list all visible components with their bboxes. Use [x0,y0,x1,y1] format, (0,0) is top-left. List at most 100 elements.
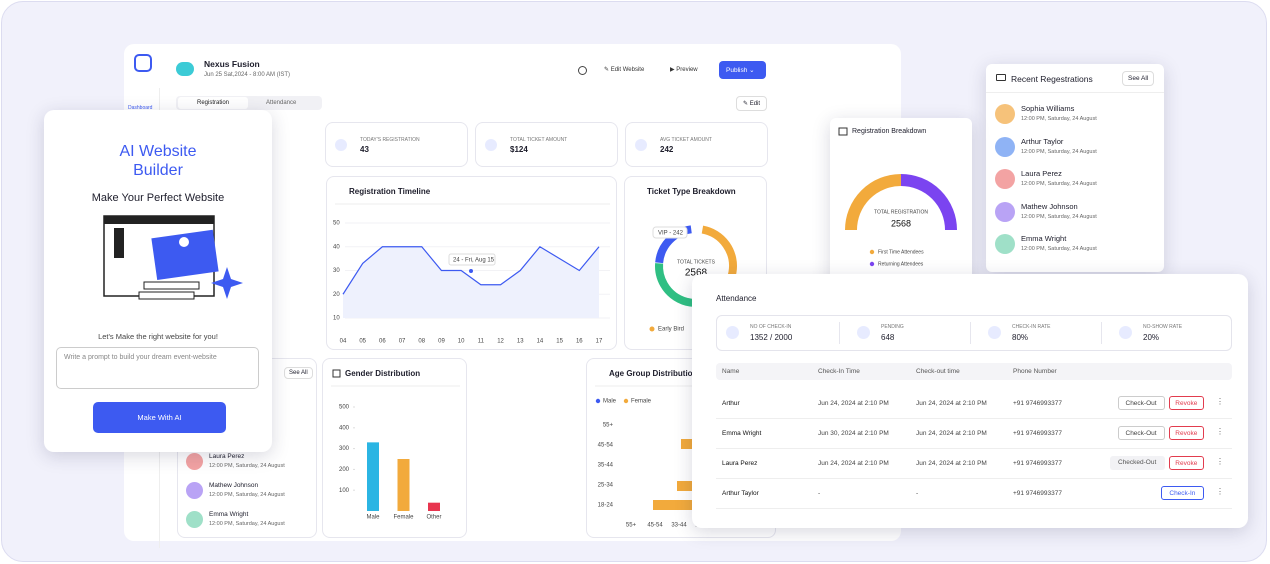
time: 12:00 PM, Saturday, 24 August [1021,213,1097,220]
stat-value: 648 [881,333,895,342]
ai-title: AI Website Builder [119,143,197,179]
event-name: Nexus Fusion [204,59,260,69]
make-button[interactable]: Make With AI [93,402,226,433]
callout [652,226,688,239]
action-button[interactable]: Revoke [1168,396,1204,410]
publish-button[interactable]: Publish ⌄ [719,61,766,79]
tab[interactable]: Attendance [266,100,297,106]
line [342,245,600,295]
cell: Arthur [722,400,740,407]
hover-point [469,269,473,273]
tab[interactable]: Registration [178,97,248,109]
name: Laura Perez [209,453,245,460]
legend-label: Female [631,399,652,405]
tooltip [448,253,496,266]
card-title: Attendance [716,294,757,303]
stat-icon [485,139,497,151]
stat-value: 242 [660,145,674,154]
stat-label: CHECK-IN RATE [1012,324,1051,330]
cell: +91 9746993377 [1013,460,1062,467]
see-all[interactable]: See All [284,367,313,379]
stat-value: 80% [1012,333,1029,342]
stat-label: PENDING [881,324,904,330]
bar [397,459,410,511]
x-tick-label: 15 [556,339,563,345]
avatar [186,482,203,499]
cell: Jun 24, 2024 at 2:10 PM [916,430,987,437]
preview[interactable]: ▶ Preview [670,67,698,73]
legend-dot [649,326,655,332]
name: Sophia Williams [1021,104,1075,113]
y-tick-label: 400 [339,425,350,431]
stat-icon [857,326,870,339]
edit-website[interactable]: ✎ Edit Website [604,67,645,73]
more-menu[interactable]: ⋮ [1216,397,1224,406]
x-tick-label: 10 [458,339,465,345]
x-tick-label: 13 [517,339,524,345]
stat-label: NO OF CHECK-IN [750,324,792,330]
action-button[interactable]: Check-Out [1117,396,1165,410]
stat-icon [1119,326,1132,339]
segment [655,225,737,307]
action-button[interactable]: Checked-Out [1109,456,1165,470]
time: 12:00 PM, Saturday, 24 August [209,492,285,498]
bar [367,442,379,511]
time: 12:00 PM, Saturday, 24 August [1021,181,1097,187]
name: Emma Wright [209,511,249,518]
legend-label: Returning Attendees [878,261,924,267]
more-menu[interactable]: ⋮ [1216,427,1224,436]
globe-icon[interactable] [578,66,587,75]
row-divider [716,478,1232,479]
avatar [995,104,1015,124]
more-menu[interactable]: ⋮ [1216,457,1224,466]
cell: Arthur Taylor [722,490,759,497]
center-label: TOTAL TICKETS [677,259,716,265]
name: Emma Wright [1021,234,1067,243]
more-menu[interactable]: ⋮ [1216,487,1224,496]
see-all[interactable]: See All [1122,71,1155,86]
y-tick-label: 35-44 [598,463,614,469]
y-tick-label: 55+ [603,423,614,429]
cell: - [818,490,821,497]
card-title: Registration Breakdown [852,128,927,135]
y-tick-label: 300 [339,446,350,452]
y-tick-label: 18-24 [598,503,614,509]
action-button[interactable]: Revoke [1168,456,1204,470]
x-tick-label: 12 [497,339,504,345]
x-tick-label: 09 [438,339,445,345]
y-tick-label: 10 [333,316,340,322]
stat-value: 20% [1143,333,1160,342]
segment [655,225,737,307]
cell: Jun 24, 2024 at 2:10 PM [818,460,889,467]
time: 12:00 PM, Saturday, 24 August [1021,116,1097,122]
cell: Jun 24, 2024 at 2:10 PM [916,460,987,467]
name: Arthur Taylor [1021,136,1064,146]
x-tick-label: 55+ [626,523,637,529]
stat-value: 43 [360,145,369,154]
time: 12:00 PM, Saturday, 24 August [209,521,285,527]
nav-item[interactable]: Dashboard [128,105,153,111]
prompt-input[interactable]: Write a prompt to build your dream event… [56,347,259,389]
name: Mathew Johnson [1021,201,1078,211]
x-tick-label: 08 [418,339,425,345]
action-button[interactable]: Check-Out [1117,426,1165,440]
x-tick-label: 14 [537,339,544,345]
time: 12:00 PM, Saturday, 24 August [1021,246,1097,252]
cell: Laura Perez [722,460,758,467]
gender-chart: 100 200 300 400 500 Male Female Other [331,369,460,521]
logo [134,54,152,72]
y-tick-label: 50 [333,221,340,227]
stat-card: TODAY'S REGISTRATION 43 [325,122,468,167]
separator [839,322,840,344]
gender-card: Gender Distribution 100 200 300 400 500 Male F… [322,358,467,538]
cell: Jun 24, 2024 at 2:10 PM [916,400,987,407]
center-label: TOTAL REGISTRATION [874,209,928,215]
y-tick-label: 200 [339,467,350,473]
label: Edit Website [610,67,645,73]
callout-text: VIP - 242 [658,231,684,237]
edit-button[interactable]: ✎ Edit [736,96,768,111]
label: Preview [676,67,698,73]
action-button[interactable]: Revoke [1168,426,1204,440]
action-button[interactable]: Check-In [1160,486,1204,500]
